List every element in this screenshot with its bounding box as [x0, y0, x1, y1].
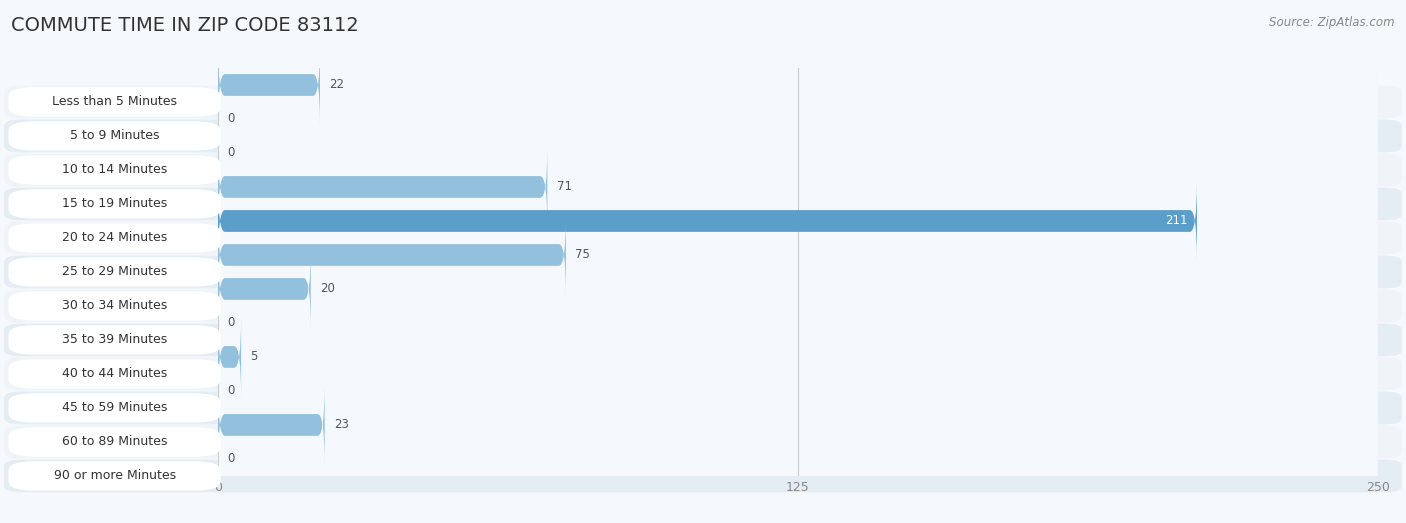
- Text: 60 to 89 Minutes: 60 to 89 Minutes: [62, 436, 167, 448]
- Text: Less than 5 Minutes: Less than 5 Minutes: [52, 96, 177, 108]
- Text: 40 to 44 Minutes: 40 to 44 Minutes: [62, 368, 167, 380]
- Text: 211: 211: [1166, 214, 1188, 228]
- Text: 71: 71: [557, 180, 572, 194]
- Text: 5 to 9 Minutes: 5 to 9 Minutes: [70, 130, 159, 142]
- Text: 90 or more Minutes: 90 or more Minutes: [53, 470, 176, 482]
- FancyBboxPatch shape: [218, 181, 1197, 261]
- Text: 20 to 24 Minutes: 20 to 24 Minutes: [62, 232, 167, 244]
- FancyBboxPatch shape: [218, 45, 321, 125]
- Text: 0: 0: [228, 316, 235, 329]
- Text: COMMUTE TIME IN ZIP CODE 83112: COMMUTE TIME IN ZIP CODE 83112: [11, 16, 359, 35]
- FancyBboxPatch shape: [218, 147, 547, 227]
- FancyBboxPatch shape: [218, 249, 311, 329]
- FancyBboxPatch shape: [218, 215, 565, 295]
- Text: 25 to 29 Minutes: 25 to 29 Minutes: [62, 266, 167, 278]
- Text: 22: 22: [329, 78, 344, 92]
- Text: 0: 0: [228, 452, 235, 465]
- Text: 0: 0: [228, 384, 235, 397]
- Text: 75: 75: [575, 248, 591, 262]
- Text: Source: ZipAtlas.com: Source: ZipAtlas.com: [1270, 16, 1395, 29]
- Text: 20: 20: [321, 282, 335, 295]
- Text: 15 to 19 Minutes: 15 to 19 Minutes: [62, 198, 167, 210]
- Text: 0: 0: [228, 146, 235, 160]
- Text: 10 to 14 Minutes: 10 to 14 Minutes: [62, 164, 167, 176]
- Text: 30 to 34 Minutes: 30 to 34 Minutes: [62, 300, 167, 312]
- Text: 45 to 59 Minutes: 45 to 59 Minutes: [62, 402, 167, 414]
- Text: 23: 23: [335, 418, 349, 431]
- Text: 0: 0: [228, 112, 235, 126]
- Text: 35 to 39 Minutes: 35 to 39 Minutes: [62, 334, 167, 346]
- FancyBboxPatch shape: [218, 385, 325, 465]
- FancyBboxPatch shape: [218, 317, 242, 397]
- Text: 5: 5: [250, 350, 257, 363]
